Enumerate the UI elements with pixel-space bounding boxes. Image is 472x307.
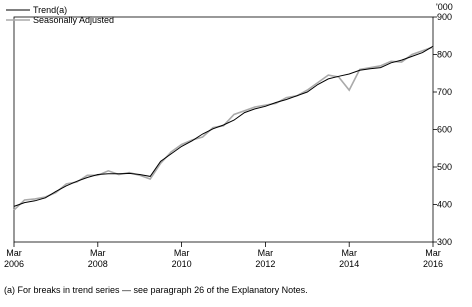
plot-frame bbox=[13, 16, 434, 243]
legend-label: Trend(a) bbox=[33, 5, 67, 15]
x-tick-label: Mar 2010 bbox=[172, 248, 192, 269]
y-tick-label: 400 bbox=[437, 200, 452, 210]
y-tick-label: 700 bbox=[437, 87, 452, 97]
y-tick-label: 800 bbox=[437, 50, 452, 60]
x-tick-label: Mar 2016 bbox=[423, 248, 443, 269]
legend-label: Seasonally Adjusted bbox=[33, 15, 114, 25]
footnote: (a) For breaks in trend series — see par… bbox=[4, 285, 308, 295]
x-tick-label: Mar 2006 bbox=[4, 248, 24, 269]
y-tick-label: 900 bbox=[437, 12, 452, 22]
x-tick-label: Mar 2014 bbox=[339, 248, 359, 269]
y-tick-label: 500 bbox=[437, 162, 452, 172]
y-tick-label: 600 bbox=[437, 125, 452, 135]
series-line bbox=[13, 45, 434, 207]
x-tick-label: Mar 2008 bbox=[88, 248, 108, 269]
y-unit: '000 bbox=[436, 2, 453, 12]
series-line bbox=[13, 46, 434, 211]
y-tick-label: 300 bbox=[437, 237, 452, 247]
x-tick-label: Mar 2012 bbox=[255, 248, 275, 269]
